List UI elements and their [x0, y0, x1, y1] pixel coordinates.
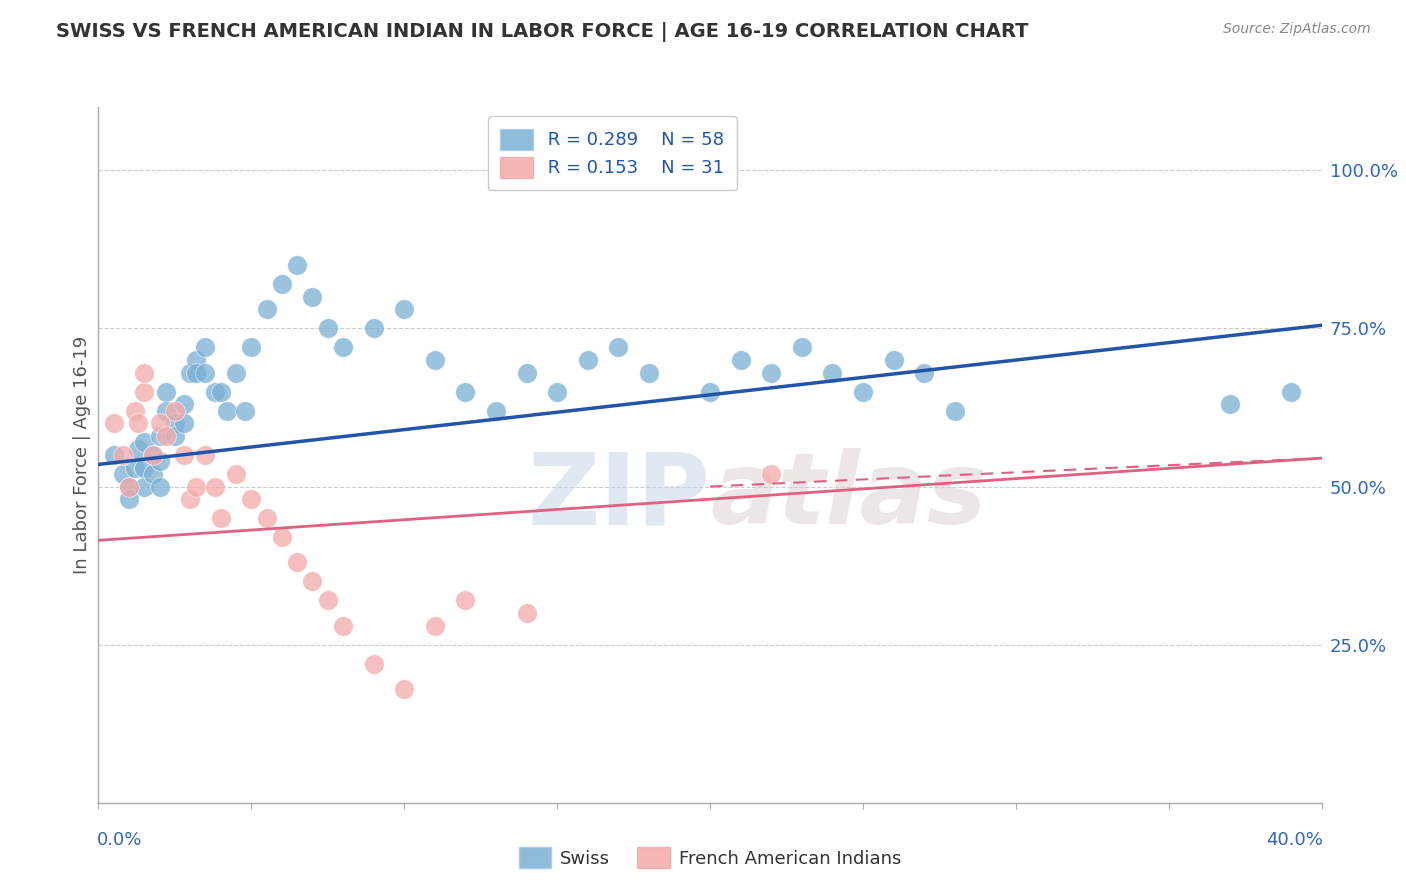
Point [546, 384, 568, 399]
Point [103, 417, 125, 431]
Point [142, 448, 165, 462]
Point [163, 417, 186, 431]
Point [124, 403, 146, 417]
Text: Source: ZipAtlas.com: Source: ZipAtlas.com [1223, 22, 1371, 37]
Point [173, 397, 195, 411]
Point [179, 366, 201, 380]
Point [316, 593, 339, 607]
Point [285, 556, 308, 570]
Point [209, 511, 232, 525]
Point [111, 467, 134, 481]
Point [516, 606, 538, 620]
Point [209, 384, 232, 399]
Text: SWISS VS FRENCH AMERICAN INDIAN IN LABOR FORCE | AGE 16-19 CORRELATION CHART: SWISS VS FRENCH AMERICAN INDIAN IN LABOR… [56, 22, 1029, 42]
Text: 40.0%: 40.0% [1265, 830, 1323, 848]
Point [423, 618, 446, 632]
Point [883, 353, 905, 368]
Point [637, 366, 661, 380]
Y-axis label: In Labor Force | Age 16-19: In Labor Force | Age 16-19 [73, 335, 91, 574]
Point [607, 340, 630, 354]
Point [173, 448, 195, 462]
Point [127, 442, 149, 456]
Point [1279, 384, 1302, 399]
Point [363, 657, 385, 671]
Point [204, 384, 226, 399]
Point [186, 353, 208, 368]
Point [134, 366, 156, 380]
Point [516, 366, 538, 380]
Point [103, 448, 125, 462]
Point [155, 384, 177, 399]
Point [179, 492, 201, 507]
Point [173, 417, 195, 431]
Point [134, 460, 156, 475]
Point [225, 467, 247, 481]
Point [142, 467, 165, 481]
Point [186, 479, 208, 493]
Point [423, 353, 446, 368]
Point [270, 277, 292, 292]
Point [127, 417, 149, 431]
Point [454, 384, 477, 399]
Point [821, 366, 844, 380]
Point [912, 366, 935, 380]
Text: atlas: atlas [710, 448, 987, 545]
Point [332, 340, 354, 354]
Point [194, 340, 217, 354]
Point [363, 321, 385, 335]
Point [142, 448, 165, 462]
Point [392, 302, 416, 317]
Point [576, 353, 599, 368]
Point [730, 353, 752, 368]
Point [155, 403, 177, 417]
Point [1219, 397, 1241, 411]
Point [270, 530, 292, 544]
Point [301, 290, 323, 304]
Point [256, 302, 278, 317]
Point [163, 429, 186, 443]
Point [392, 681, 416, 696]
Point [124, 460, 146, 475]
Point [149, 479, 172, 493]
Point [155, 429, 177, 443]
Point [759, 467, 782, 481]
Point [240, 340, 263, 354]
Point [149, 417, 172, 431]
Point [699, 384, 721, 399]
Text: ZIP: ZIP [527, 448, 710, 545]
Point [256, 511, 278, 525]
Point [134, 435, 156, 450]
Point [134, 384, 156, 399]
Point [149, 454, 172, 468]
Point [852, 384, 875, 399]
Point [225, 366, 247, 380]
Legend: Swiss, French American Indians: Swiss, French American Indians [510, 838, 910, 877]
Point [240, 492, 263, 507]
Point [759, 366, 782, 380]
Point [194, 366, 217, 380]
Point [163, 403, 186, 417]
Point [118, 492, 141, 507]
Point [943, 403, 966, 417]
Point [134, 479, 156, 493]
Point [316, 321, 339, 335]
Point [233, 403, 256, 417]
Point [118, 479, 141, 493]
Point [454, 593, 477, 607]
Point [149, 429, 172, 443]
Point [332, 618, 354, 632]
Point [215, 403, 238, 417]
Point [111, 448, 134, 462]
Point [285, 258, 308, 272]
Point [790, 340, 813, 354]
Point [485, 403, 508, 417]
Point [204, 479, 226, 493]
Text: 0.0%: 0.0% [97, 830, 142, 848]
Point [194, 448, 217, 462]
Point [186, 366, 208, 380]
Point [118, 479, 141, 493]
Point [301, 574, 323, 589]
